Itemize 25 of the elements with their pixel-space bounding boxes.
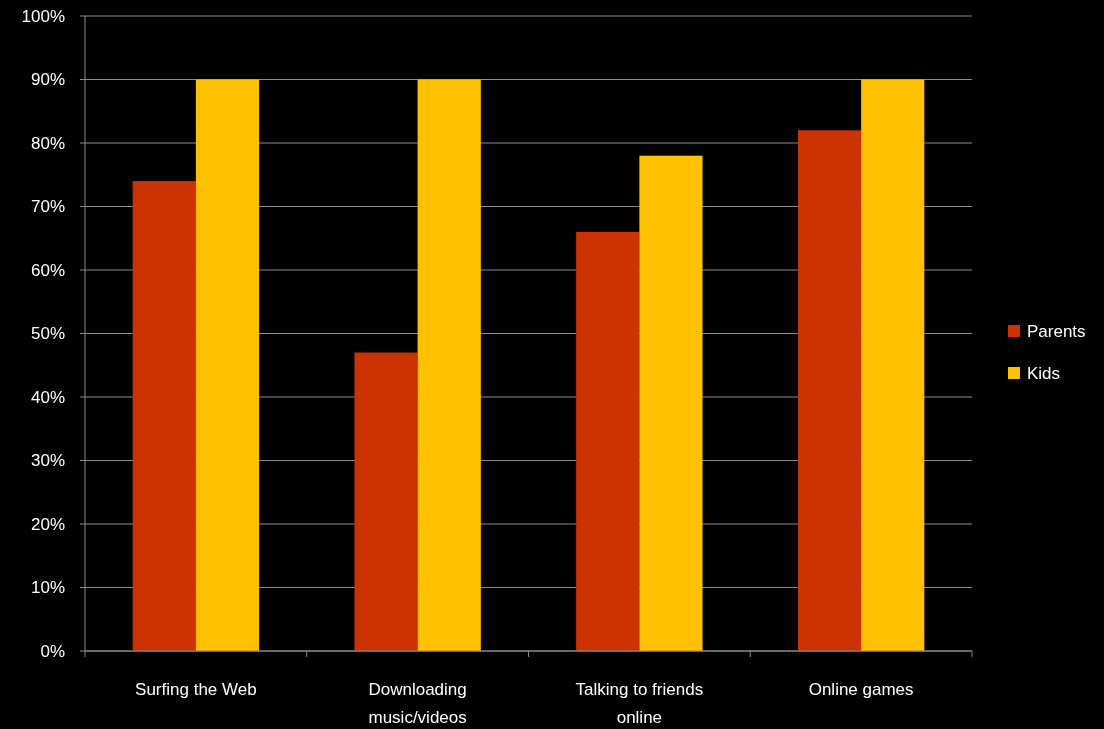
bar (132, 181, 196, 651)
x-tick-label: Talking to friends online (575, 680, 704, 727)
y-tick-label: 30% (30, 451, 65, 471)
y-tick-label: 50% (30, 324, 65, 344)
y-tick-label: 20% (30, 514, 65, 534)
x-tick-label: Online games (808, 680, 914, 699)
bar (576, 231, 640, 651)
bar (195, 79, 260, 651)
y-tick-label: 70% (30, 197, 65, 217)
y-tick-label: 0% (40, 641, 65, 661)
y-tick-label: 90% (30, 70, 65, 90)
legend-label: Kids (1027, 363, 1061, 383)
bar (417, 79, 481, 651)
bar (354, 352, 418, 651)
y-tick-label: 10% (30, 578, 65, 598)
y-tick-label: 40% (30, 387, 65, 407)
x-tick-label: Downloading music/videos (368, 680, 467, 727)
bar (861, 79, 925, 651)
x-tick-label: Surfing the Web (135, 680, 257, 699)
legend-label: Parents (1027, 321, 1086, 341)
y-tick-label: 100% (21, 6, 65, 26)
y-tick-label: 60% (30, 260, 65, 280)
bar (797, 130, 862, 651)
y-tick-label: 80% (30, 133, 65, 153)
bar (639, 155, 703, 651)
